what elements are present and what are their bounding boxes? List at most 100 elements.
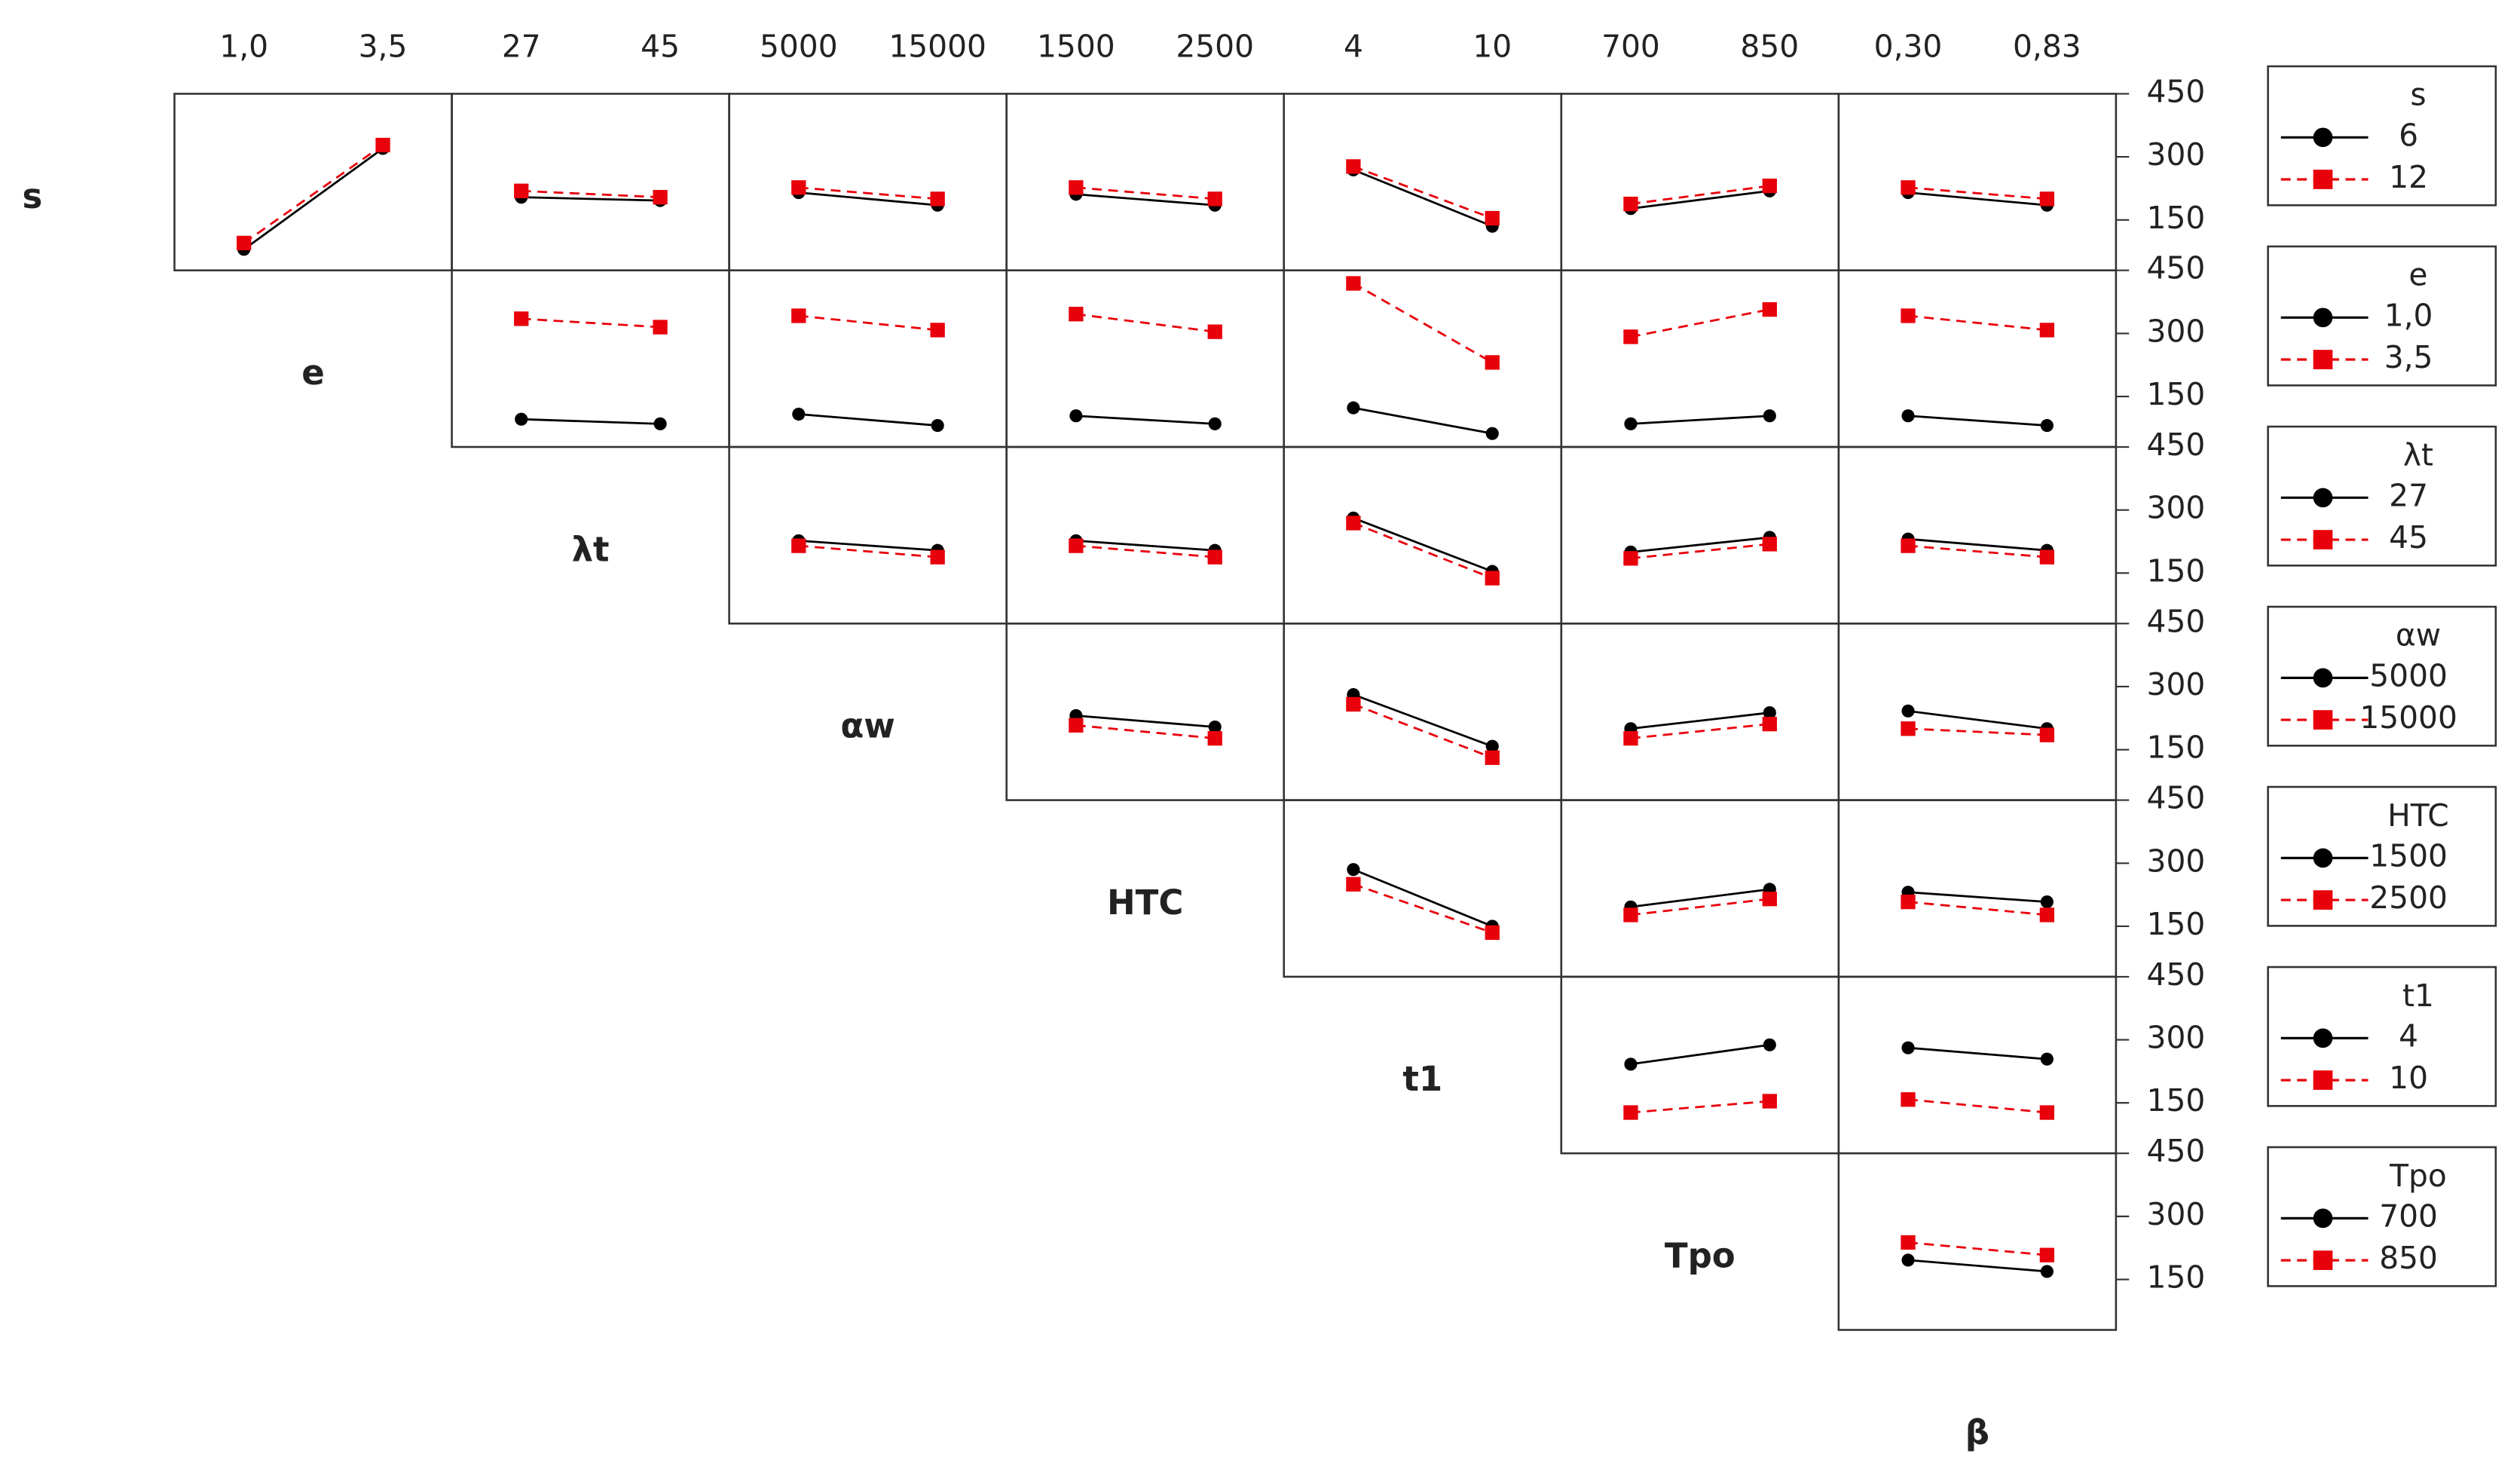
- legend-box: [2267, 65, 2497, 207]
- legend-marker: [2313, 1208, 2333, 1229]
- point: [1347, 863, 1360, 877]
- point: [1069, 409, 1083, 423]
- series-line: [1630, 723, 1770, 739]
- point: [1485, 925, 1500, 940]
- y-tick-label: 150: [2147, 730, 2206, 766]
- series-line: [243, 147, 384, 250]
- y-tick-label: 450: [2147, 427, 2206, 463]
- point: [1207, 324, 1222, 339]
- point: [1901, 704, 1915, 718]
- series-line: [1630, 536, 1770, 553]
- series-line: [1630, 189, 1770, 210]
- point: [1485, 750, 1500, 765]
- legend-label: 1500: [2369, 837, 2448, 874]
- series-line: [798, 314, 938, 332]
- point: [237, 235, 252, 251]
- y-tick-label: 150: [2147, 1259, 2206, 1296]
- series-line: [1907, 709, 2048, 730]
- y-tick-label: 150: [2147, 376, 2206, 412]
- point: [1207, 730, 1222, 746]
- y-tick-label: 450: [2147, 780, 2206, 816]
- factor-label: λt: [572, 529, 610, 569]
- series-line: [1075, 313, 1216, 333]
- legend-label: 10: [2389, 1060, 2428, 1096]
- y-tick-label: 300: [2147, 1020, 2206, 1056]
- legend-marker: [2313, 1028, 2333, 1048]
- panel: [1005, 623, 1286, 801]
- series-line: [243, 144, 384, 244]
- point: [1762, 537, 1777, 552]
- legend-title: αw: [2396, 617, 2441, 653]
- point: [1901, 721, 1916, 736]
- point: [1901, 1235, 1916, 1250]
- series-line: [1353, 522, 1493, 580]
- series-line: [521, 189, 661, 199]
- legend-marker: [2313, 668, 2333, 688]
- point: [653, 190, 668, 205]
- point: [1208, 417, 1222, 430]
- series-line: [1353, 693, 1493, 748]
- series-line: [1630, 185, 1770, 205]
- series-line: [1353, 883, 1493, 934]
- point: [1485, 210, 1500, 226]
- point: [2039, 323, 2055, 338]
- point: [1763, 705, 1776, 720]
- legend-label: 45: [2389, 519, 2428, 555]
- point: [791, 308, 806, 323]
- legend-label: 2500: [2369, 880, 2448, 916]
- point: [1762, 716, 1777, 732]
- point: [1485, 571, 1500, 586]
- y-tick-label: 450: [2147, 250, 2206, 286]
- legend-marker: [2313, 530, 2333, 549]
- panel: [1560, 975, 1840, 1155]
- y-tick-label: 450: [2147, 1133, 2206, 1169]
- legend-marker: [2313, 127, 2333, 148]
- series-line: [1630, 898, 1770, 917]
- legend-title: Tpo: [2389, 1158, 2447, 1194]
- point: [1901, 308, 1916, 323]
- point: [1901, 409, 1915, 423]
- point: [1623, 907, 1638, 923]
- series-line: [1353, 282, 1493, 364]
- point: [1901, 180, 1916, 195]
- point: [1208, 720, 1222, 734]
- series-line: [1907, 537, 2048, 552]
- y-tick-label: 300: [2147, 1196, 2206, 1232]
- series-line: [1075, 540, 1216, 552]
- legend-label: 700: [2379, 1198, 2438, 1234]
- point: [1762, 1094, 1777, 1109]
- legend-marker: [2313, 1070, 2333, 1090]
- series-line: [1353, 868, 1493, 928]
- point: [1485, 355, 1500, 370]
- point: [1901, 538, 1916, 553]
- panel: [1837, 445, 2118, 625]
- point: [1346, 516, 1361, 531]
- legend-box: [2267, 785, 2497, 927]
- y-tick-label: 300: [2147, 136, 2206, 173]
- panel: [173, 93, 453, 272]
- y-tick-label: 150: [2147, 906, 2206, 942]
- series-line: [798, 413, 938, 427]
- series-line: [1907, 727, 2048, 736]
- point: [930, 323, 945, 338]
- x-level-label: 15000: [888, 28, 986, 64]
- series-line: [798, 186, 938, 200]
- x-level-label: 10: [1473, 28, 1512, 64]
- series-line: [1907, 314, 2048, 332]
- x-level-label: 1,0: [219, 28, 268, 64]
- point: [1901, 1253, 1915, 1267]
- point: [1623, 329, 1638, 344]
- point: [1069, 718, 1084, 733]
- point: [1763, 409, 1776, 423]
- point: [792, 407, 806, 421]
- legend-title: HTC: [2387, 797, 2449, 834]
- point: [1623, 730, 1638, 746]
- legend-title: λt: [2403, 437, 2433, 473]
- panel: [1283, 799, 1563, 978]
- point: [514, 311, 529, 326]
- legend-label: 5000: [2369, 657, 2448, 693]
- legend-label: 1,0: [2384, 297, 2433, 333]
- x-level-label: 45: [641, 28, 680, 64]
- point: [931, 418, 944, 433]
